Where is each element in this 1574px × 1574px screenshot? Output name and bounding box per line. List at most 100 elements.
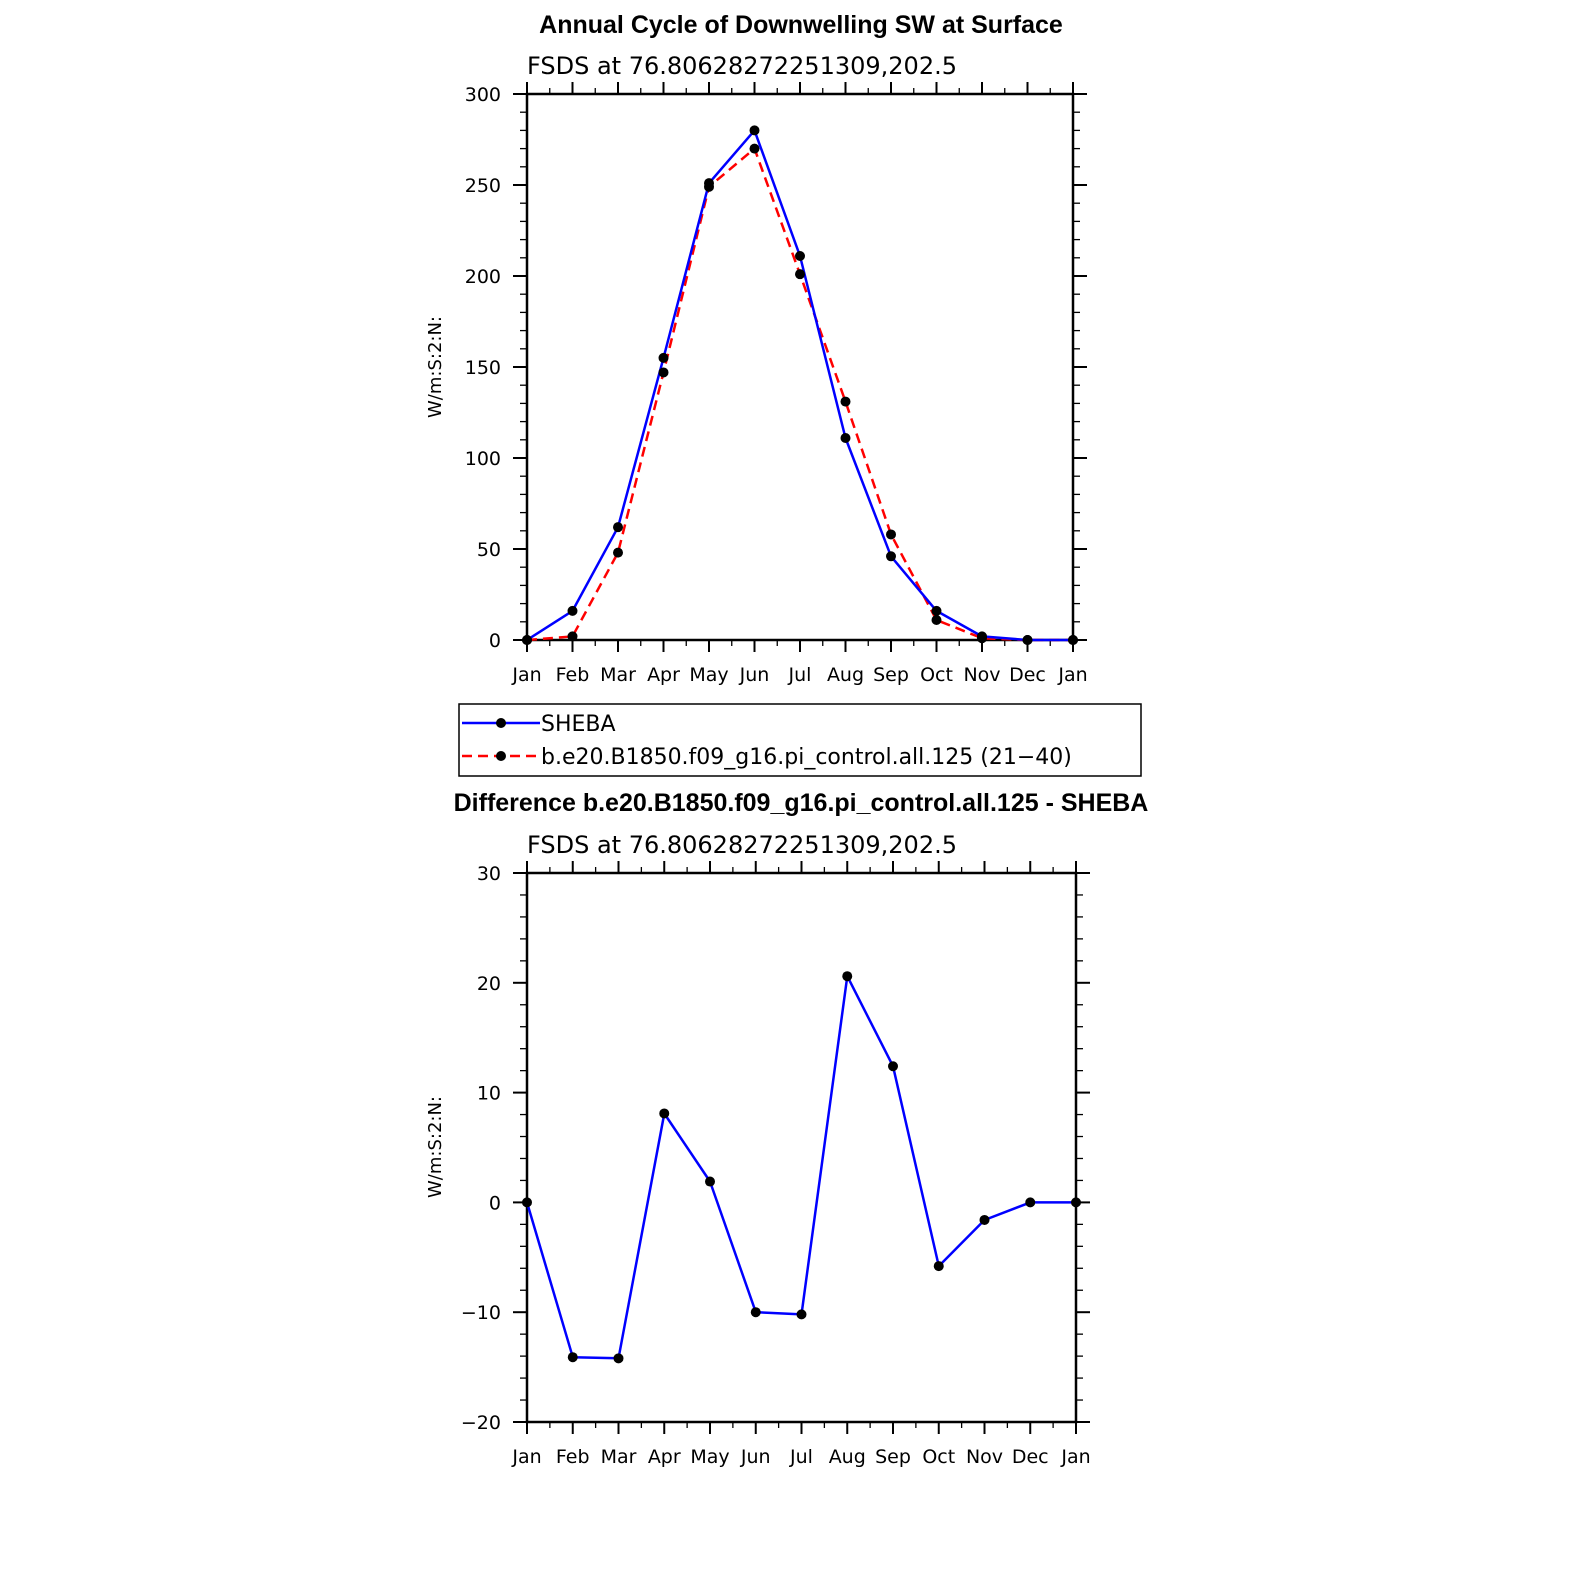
chart2-series-lines: [525, 974, 1076, 1360]
chart1-data-point-1: [1068, 635, 1078, 645]
chart1-data-point-0: [567, 605, 578, 616]
chart1-data-point-0: [931, 605, 942, 616]
legend-item-model: b.e20.B1850.f09_g16.pi_control.all.125 (…: [462, 745, 1072, 770]
chart1-y-tick-labels: 0 50 100 150 200 250 300: [465, 84, 501, 652]
chart1-y-tick-label: 200: [465, 266, 501, 288]
chart1-data-point-1: [1022, 635, 1033, 645]
chart1-data-point-0: [886, 551, 896, 562]
chart2-ticks: [513, 861, 1090, 1434]
chart1-data-point-0: [840, 432, 851, 443]
chart1-y-tick-label: 100: [465, 448, 501, 470]
difference-chart: Difference b.e20.B1850.f09_g16.pi_contro…: [425, 789, 1148, 1468]
chart1-y-tick-label: 150: [465, 357, 501, 379]
chart2-y-tick-label: 0: [489, 1192, 501, 1214]
chart2-data-point-0: [979, 1214, 990, 1225]
chart2-data-point-0: [659, 1108, 670, 1119]
chart1-y-tick-label: 300: [465, 84, 501, 106]
chart2-data-point-0: [750, 1307, 761, 1318]
legend: SHEBA b.e20.B1850.f09_g16.pi_control.all…: [458, 703, 1142, 777]
chart1-data-point-0: [795, 250, 805, 261]
chart1-data-point-1: [613, 547, 623, 558]
chart1-x-tick-label: Jan: [511, 664, 541, 686]
chart1-x-tick-label: Aug: [827, 664, 864, 686]
chart2-y-tick-label: 10: [477, 1083, 501, 1105]
chart1-data-point-1: [977, 633, 987, 644]
chart2-x-tick-label: Aug: [829, 1446, 866, 1468]
legend-label-sheba: SHEBA: [541, 712, 616, 737]
annual-cycle-chart: Annual Cycle of Downwelling SW at Surfac…: [425, 11, 1088, 686]
chart1-series-points: [522, 125, 1078, 645]
chart2-series-points: [522, 971, 1081, 1364]
chart1-y-tick-label: 0: [489, 630, 501, 652]
chart2-x-tick-label: Apr: [648, 1446, 681, 1468]
chart1-ticks: [513, 82, 1087, 652]
chart2-data-point-0: [933, 1261, 944, 1272]
chart2-plot-frame: [525, 871, 1078, 1424]
chart1-data-point-1: [795, 269, 805, 280]
chart1-y-tick-label: 50: [477, 539, 501, 561]
chart1-data-point-1: [931, 614, 942, 625]
chart2-y-tick-labels: −20 −10 0 10 20 30: [461, 863, 501, 1434]
chart2-x-tick-label: Feb: [556, 1446, 590, 1468]
chart2-x-tick-label: Jan: [1060, 1446, 1090, 1468]
chart1-x-tick-label: May: [689, 664, 728, 686]
chart1-data-point-1: [886, 529, 896, 540]
chart1-x-tick-label: Jun: [739, 664, 770, 686]
chart2-y-tick-label: 30: [477, 863, 501, 885]
chart1-plot-frame: [525, 92, 1075, 642]
chart1-series-lines: [526, 129, 1073, 642]
chart2-data-point-0: [1025, 1197, 1036, 1208]
legend-label-model: b.e20.B1850.f09_g16.pi_control.all.125 (…: [541, 745, 1072, 770]
chart2-x-tick-label: May: [690, 1446, 729, 1468]
chart2-data-point-0: [613, 1353, 624, 1364]
chart1-data-point-1: [522, 635, 532, 645]
chart2-x-tick-label: Jun: [740, 1446, 771, 1468]
chart2-x-tick-label: Sep: [875, 1446, 911, 1468]
chart2-data-point-0: [1071, 1197, 1081, 1208]
chart1-data-point-0: [658, 352, 669, 363]
chart2-x-tick-label: Jan: [511, 1446, 541, 1468]
chart1-x-tick-label: Dec: [1009, 664, 1046, 686]
legend-box: [458, 703, 1142, 777]
chart1-series-line-1: [526, 147, 1073, 642]
chart1-data-point-1: [567, 631, 578, 642]
chart1-x-tick-label: Mar: [600, 664, 636, 686]
chart2-x-tick-label: Dec: [1012, 1446, 1049, 1468]
chart1-x-tick-label: Sep: [873, 664, 909, 686]
chart2-data-point-0: [522, 1197, 532, 1208]
chart1-x-tick-label: Jul: [788, 664, 812, 686]
chart1-x-tick-label: Nov: [963, 664, 1000, 686]
legend-marker-sheba: [496, 718, 506, 728]
chart1-data-point-1: [840, 396, 851, 407]
chart2-data-point-0: [888, 1061, 898, 1072]
chart1-data-point-0: [749, 125, 760, 136]
chart2-x-tick-label: Oct: [922, 1446, 955, 1468]
chart2-y-tick-label: −20: [461, 1412, 501, 1434]
chart2-subtitle: FSDS at 76.80628272251309,202.5: [527, 831, 957, 859]
chart1-x-tick-label: Jan: [1057, 664, 1087, 686]
chart2-y-tick-label: −10: [461, 1302, 501, 1324]
chart1-x-tick-labels: Jan Feb Mar Apr May Jun Jul Aug Sep Oct Nov Dec Jan: [511, 664, 1087, 686]
chart1-y-tick-label: 250: [465, 175, 501, 197]
chart2-data-point-0: [842, 971, 853, 982]
legend-item-sheba: SHEBA: [462, 712, 616, 737]
chart2-series-line-0: [525, 974, 1076, 1360]
chart1-title: Annual Cycle of Downwelling SW at Surfac…: [539, 11, 1063, 39]
chart1-x-tick-label: Apr: [647, 664, 680, 686]
chart2-y-axis-label: W/m:S:2:N:: [425, 1096, 446, 1198]
chart2-x-tick-label: Nov: [966, 1446, 1003, 1468]
chart2-x-tick-labels: Jan Feb Mar Apr May Jun Jul Aug Sep Oct Nov Dec Jan: [511, 1446, 1090, 1468]
chart2-x-tick-label: Mar: [601, 1446, 637, 1468]
legend-marker-model: [496, 751, 506, 761]
chart1-data-point-1: [749, 143, 760, 154]
chart2-data-point-0: [705, 1176, 715, 1187]
chart2-title: Difference b.e20.B1850.f09_g16.pi_contro…: [454, 789, 1149, 817]
chart2-data-point-0: [796, 1309, 807, 1320]
chart1-y-axis-label: W/m:S:2:N:: [425, 316, 446, 418]
chart2-y-tick-label: 20: [477, 973, 501, 995]
chart1-x-tick-label: Oct: [920, 664, 953, 686]
chart1-data-point-1: [658, 367, 669, 378]
chart2-x-tick-label: Jul: [789, 1446, 813, 1468]
chart1-data-point-0: [613, 522, 623, 533]
